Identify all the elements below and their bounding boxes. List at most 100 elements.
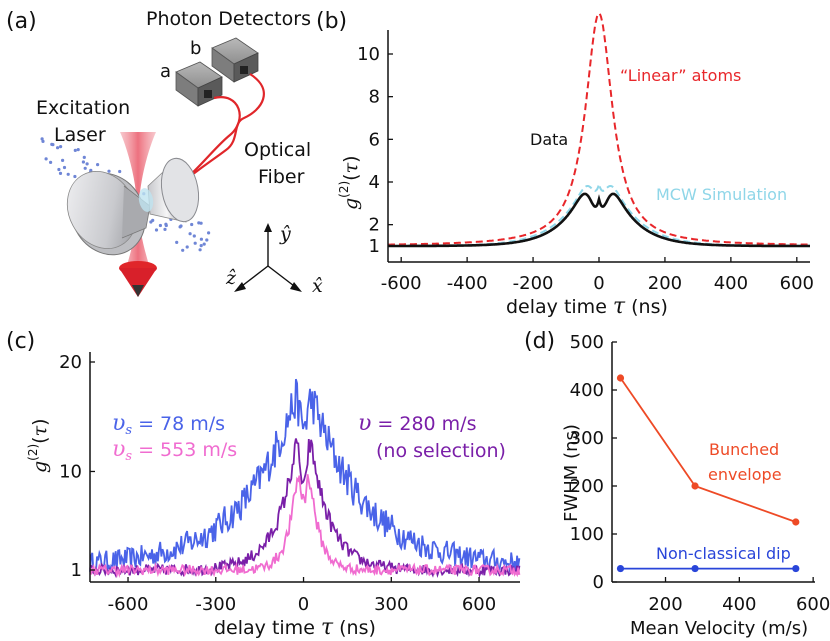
right-mirror-icon <box>138 157 200 223</box>
fiber-label-1: Optical <box>244 139 311 161</box>
annotation-data: Data <box>530 130 568 149</box>
atom-dot <box>73 174 77 179</box>
b-y-tick-label: 6 <box>369 129 380 150</box>
d-point <box>792 564 800 573</box>
atom-dot <box>96 163 100 167</box>
atom-dot <box>163 227 167 231</box>
d-xlabel: Mean Velocity (m/s) <box>630 618 808 639</box>
b-x-tick-label: -600 <box>381 273 422 294</box>
b-xlabel: delay time τ (ns) <box>506 294 668 319</box>
b-x-tick-label: 200 <box>648 273 682 294</box>
atom-dot <box>188 232 192 236</box>
atom-dot <box>40 137 44 141</box>
atom-dot <box>149 220 153 224</box>
b-x-tick-label: 600 <box>780 273 814 294</box>
atom-dot <box>62 165 67 170</box>
c-x-tick-label: 0 <box>298 594 309 615</box>
panel-d-label: (d) <box>524 329 555 354</box>
atom-dot <box>59 145 63 149</box>
c-x-tick-label: 300 <box>374 594 408 615</box>
b-y-tick-label: 10 <box>357 44 380 65</box>
atom-dot <box>192 234 196 238</box>
atom-dot <box>199 237 203 241</box>
b-y-tick-label: 8 <box>369 87 380 108</box>
detector-b-label: b <box>190 38 201 59</box>
atom-dot <box>154 228 159 232</box>
fiber-line-a <box>177 96 241 187</box>
d-y-tick-label: 500 <box>570 332 604 353</box>
atom-dot <box>73 148 77 152</box>
b-x-tick-label: -400 <box>447 273 488 294</box>
b-x-tick-label: 0 <box>593 273 604 294</box>
atom-dot <box>205 238 209 242</box>
atom-dot <box>82 155 86 159</box>
d-y-tick-label: 0 <box>593 572 604 593</box>
legend-purple: υ = 280 m/s <box>358 411 477 436</box>
c-y-tick-label: 10 <box>59 461 82 482</box>
atom-dot <box>49 160 53 164</box>
detector-a-label: a <box>160 61 171 82</box>
atom-dot <box>202 242 206 246</box>
d-point <box>691 564 699 573</box>
atom-dot <box>207 231 211 235</box>
c-y-tick-label: 1 <box>71 560 82 581</box>
annotation-bunched-2: envelope <box>708 465 782 484</box>
c-x-tick-label: 600 <box>462 594 496 615</box>
panel-c-label: (c) <box>6 329 35 354</box>
atom-dot <box>197 221 201 225</box>
c-x-tick-label: -300 <box>195 594 236 615</box>
axis-x-label: x̂ <box>312 275 323 297</box>
atom-dot <box>164 223 168 228</box>
legend-pink: υs = 553 m/s <box>112 437 237 464</box>
d-x-tick-label: 400 <box>722 594 756 615</box>
axis-y-label: ŷ <box>279 223 291 245</box>
atom-dot <box>76 148 80 152</box>
annotation-mcw: MCW Simulation <box>656 185 787 204</box>
atom-dot <box>83 166 87 170</box>
b-y-tick-label: 1 <box>369 236 380 257</box>
atom-dot <box>199 244 203 248</box>
detector-a-icon <box>175 61 223 107</box>
b-ylabel: g(2)(τ) <box>337 155 362 210</box>
atom-dot <box>193 241 197 245</box>
atom-dot <box>44 157 48 161</box>
d-x-tick-label: 600 <box>796 594 830 615</box>
atom-dot <box>61 158 65 162</box>
panel-d-chart: (d) 200 400 600 0 100 200 300 400 500 Bunched en… <box>524 329 830 639</box>
d-y-tick-label: 200 <box>570 476 604 497</box>
atom-dot <box>179 224 183 228</box>
atom-dot <box>190 222 194 227</box>
b-y-tick-label: 2 <box>369 215 380 236</box>
detectors-title: Photon Detectors <box>146 8 311 30</box>
atom-dot <box>58 171 63 175</box>
atom-dot <box>51 143 55 147</box>
atom-dot <box>107 169 111 173</box>
annotation-bunched-1: Bunched <box>709 440 779 459</box>
d-point <box>792 518 800 526</box>
left-mirror-icon <box>66 171 151 256</box>
annotation-linear-atoms: “Linear” atoms <box>620 66 741 85</box>
axes-triad-icon <box>234 223 302 292</box>
laser-label-1: Excitation <box>36 97 130 119</box>
c-xlabel: delay time τ (ns) <box>214 615 376 640</box>
panel-b-chart: (b) -600 -400 -200 0 200 400 600 12 4 6 8 10 “Linea… <box>316 9 814 319</box>
atom-dot <box>85 162 89 166</box>
d-ylabel: FWHM (ns) <box>561 424 582 522</box>
atom-dot <box>181 248 185 252</box>
atom-dot <box>158 223 162 228</box>
atom-dot <box>81 160 85 164</box>
d-x-tick-label: 200 <box>648 594 682 615</box>
series-c-0 <box>89 378 521 575</box>
fiber-line-b <box>177 73 265 187</box>
laser-cone-icon <box>119 261 157 297</box>
b-x-tick-label: 400 <box>714 273 748 294</box>
series-linear-atoms <box>388 12 810 246</box>
panel-b-label: (b) <box>316 9 347 34</box>
atom-dot <box>185 245 189 249</box>
atom-dot <box>57 167 61 172</box>
atom-dot <box>198 248 202 252</box>
atom-dot <box>66 172 70 176</box>
b-x-tick-label: -200 <box>513 273 554 294</box>
d-point <box>691 482 699 490</box>
